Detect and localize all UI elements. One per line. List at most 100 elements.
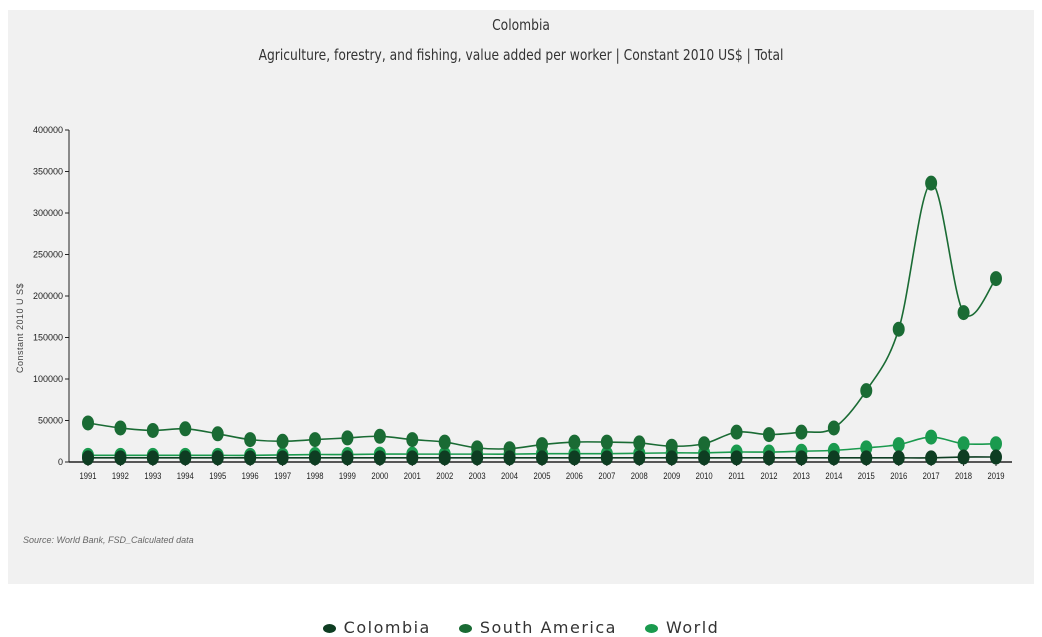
data-point-colombia[interactable] [600,450,613,466]
data-point-world[interactable] [990,436,1002,452]
data-point-south-america[interactable] [146,422,159,438]
data-point-south-america[interactable] [244,432,257,448]
data-point-colombia[interactable] [341,450,354,466]
x-tick-label: 2000 [371,470,388,481]
x-tick-label: 1996 [242,470,259,481]
y-tick-label: 200000 [33,291,63,301]
data-point-south-america[interactable] [925,175,938,191]
x-tick-label: 2003 [469,470,486,481]
data-point-south-america[interactable] [536,437,548,453]
x-tick-label: 2019 [987,470,1004,481]
data-point-south-america[interactable] [438,434,451,450]
data-point-south-america[interactable] [179,421,192,437]
data-point-colombia[interactable] [698,450,711,466]
legend-item-south-america[interactable]: South America [458,618,617,637]
x-tick-label: 1994 [177,470,194,481]
data-point-south-america[interactable] [600,434,613,450]
data-point-south-america[interactable] [633,435,646,451]
x-tick-label: 1999 [339,470,356,481]
data-point-colombia[interactable] [925,450,938,466]
y-tick-label: 50000 [38,416,63,426]
data-point-colombia[interactable] [730,450,743,466]
data-point-colombia[interactable] [568,450,581,466]
x-tick-label: 2013 [793,470,810,481]
x-tick-label: 2011 [728,470,745,481]
data-point-south-america[interactable] [276,433,289,449]
data-point-south-america[interactable] [406,432,419,448]
data-point-colombia[interactable] [795,450,808,466]
chart-panel [8,10,1034,584]
data-point-colombia[interactable] [860,450,873,466]
data-point-colombia[interactable] [438,450,451,466]
data-point-colombia[interactable] [892,450,905,466]
x-tick-label: 2010 [696,470,713,481]
x-tick-label: 2012 [760,470,777,481]
data-point-south-america[interactable] [990,271,1002,287]
series-line-south-america [87,182,997,450]
data-point-colombia[interactable] [276,450,289,466]
data-point-south-america[interactable] [698,436,711,452]
data-point-world[interactable] [892,437,905,453]
y-tick-label: 100000 [33,374,63,384]
data-point-colombia[interactable] [211,450,224,466]
legend-item-colombia[interactable]: Colombia [322,618,431,637]
data-point-south-america[interactable] [114,420,127,436]
data-point-south-america[interactable] [892,321,905,337]
data-point-world[interactable] [957,436,970,452]
y-tick-label: 0 [58,457,63,467]
x-tick-label: 2017 [923,470,940,481]
x-tick-label: 1992 [112,470,129,481]
y-tick-label: 350000 [33,167,63,177]
data-point-south-america[interactable] [568,434,581,450]
data-point-colombia[interactable] [406,450,419,466]
y-tick-label: 400000 [33,125,63,135]
x-tick-label: 1998 [306,470,323,481]
data-point-colombia[interactable] [633,450,646,466]
data-point-south-america[interactable] [309,432,321,448]
data-point-colombia[interactable] [309,450,321,466]
x-tick-label: 2001 [404,470,421,481]
series-lines [87,182,997,459]
data-point-colombia[interactable] [827,450,840,466]
legend-label: Colombia [343,618,431,637]
y-tick-label: 250000 [33,250,63,260]
legend-marker-icon [458,624,472,633]
legend-label: South America [479,618,617,637]
y-tick-label: 300000 [33,208,63,218]
data-point-south-america[interactable] [665,438,678,454]
x-tick-label: 2014 [825,470,842,481]
data-point-world[interactable] [925,429,938,445]
data-point-south-america[interactable] [763,427,775,443]
data-point-colombia[interactable] [179,450,192,466]
x-tick-label: 2009 [663,470,680,481]
data-point-south-america[interactable] [860,383,873,399]
x-tick-label: 1991 [79,470,96,481]
data-point-colombia[interactable] [665,450,678,466]
legend-item-world[interactable]: World [644,618,720,637]
data-point-south-america[interactable] [730,424,743,440]
x-tick-label: 1993 [144,470,161,481]
data-point-colombia[interactable] [114,450,127,466]
data-point-south-america[interactable] [827,420,840,436]
x-tick-label: 1997 [274,470,291,481]
data-point-south-america[interactable] [373,428,386,444]
data-point-colombia[interactable] [536,450,548,466]
data-point-south-america[interactable] [82,415,94,431]
data-point-colombia[interactable] [990,449,1002,465]
chart-title: Colombia [492,16,550,34]
data-point-south-america[interactable] [341,430,354,446]
data-point-colombia[interactable] [957,449,970,465]
data-point-south-america[interactable] [211,426,224,442]
data-point-colombia[interactable] [146,450,159,466]
data-point-colombia[interactable] [763,450,775,466]
legend-label: World [665,618,720,637]
data-point-colombia[interactable] [373,450,386,466]
x-tick-label: 1995 [209,470,226,481]
y-axis-label: Constant 2010 U S$ [15,283,25,373]
data-point-south-america[interactable] [795,424,808,440]
data-point-colombia[interactable] [82,450,94,466]
data-point-colombia[interactable] [244,450,257,466]
data-point-colombia[interactable] [471,450,484,466]
data-point-colombia[interactable] [503,450,516,466]
data-point-south-america[interactable] [957,305,970,321]
